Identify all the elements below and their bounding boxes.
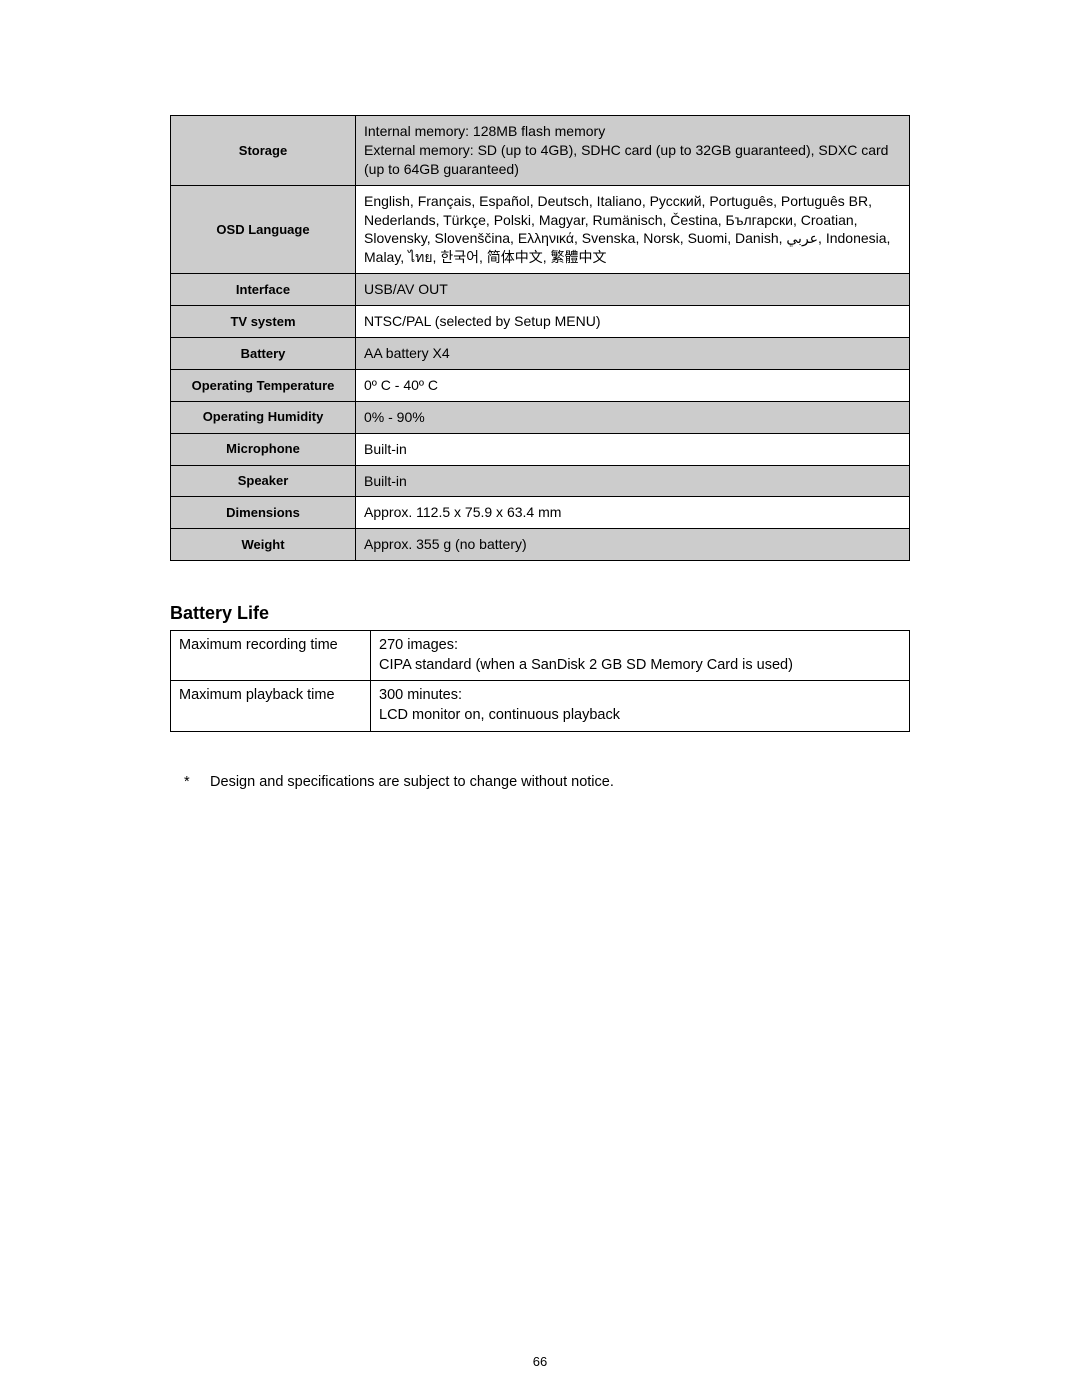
- table-row: Operating Humidity0% - 90%: [171, 401, 910, 433]
- table-row: TV systemNTSC/PAL (selected by Setup MEN…: [171, 306, 910, 338]
- spec-label: TV system: [171, 306, 356, 338]
- spec-label: Speaker: [171, 465, 356, 497]
- table-row: MicrophoneBuilt-in: [171, 433, 910, 465]
- table-row: SpeakerBuilt-in: [171, 465, 910, 497]
- table-row: DimensionsApprox. 112.5 x 75.9 x 63.4 mm: [171, 497, 910, 529]
- spec-value: USB/AV OUT: [356, 274, 910, 306]
- table-row: OSD LanguageEnglish, Français, Español, …: [171, 185, 910, 274]
- spec-value: Approx. 355 g (no battery): [356, 529, 910, 561]
- table-row: BatteryAA battery X4: [171, 338, 910, 370]
- spec-value: AA battery X4: [356, 338, 910, 370]
- battery-label: Maximum recording time: [171, 631, 371, 681]
- battery-value: 300 minutes:LCD monitor on, continuous p…: [371, 681, 910, 731]
- spec-value: English, Français, Español, Deutsch, Ita…: [356, 185, 910, 274]
- footnote-text: Design and specifications are subject to…: [210, 774, 614, 790]
- footnote: * Design and specifications are subject …: [170, 774, 910, 790]
- table-row: Operating Temperature0º C - 40º C: [171, 369, 910, 401]
- page: StorageInternal memory: 128MB flash memo…: [0, 0, 1080, 1397]
- spec-label: OSD Language: [171, 185, 356, 274]
- spec-label: Dimensions: [171, 497, 356, 529]
- spec-value: 0º C - 40º C: [356, 369, 910, 401]
- spec-label: Weight: [171, 529, 356, 561]
- spec-label: Operating Temperature: [171, 369, 356, 401]
- spec-label: Operating Humidity: [171, 401, 356, 433]
- spec-table-body: StorageInternal memory: 128MB flash memo…: [171, 116, 910, 561]
- battery-table: Maximum recording time270 images:CIPA st…: [170, 630, 910, 731]
- table-row: WeightApprox. 355 g (no battery): [171, 529, 910, 561]
- spec-label: Storage: [171, 116, 356, 186]
- spec-value: 0% - 90%: [356, 401, 910, 433]
- page-number: 66: [0, 1354, 1080, 1369]
- battery-table-body: Maximum recording time270 images:CIPA st…: [171, 631, 910, 731]
- spec-value: Built-in: [356, 433, 910, 465]
- table-row: Maximum playback time300 minutes:LCD mon…: [171, 681, 910, 731]
- spec-label: Microphone: [171, 433, 356, 465]
- table-row: Maximum recording time270 images:CIPA st…: [171, 631, 910, 681]
- spec-label: Battery: [171, 338, 356, 370]
- footnote-asterisk: *: [184, 774, 206, 790]
- spec-value: Internal memory: 128MB flash memoryExter…: [356, 116, 910, 186]
- battery-value: 270 images:CIPA standard (when a SanDisk…: [371, 631, 910, 681]
- spec-label: Interface: [171, 274, 356, 306]
- battery-life-heading: Battery Life: [170, 603, 910, 624]
- table-row: InterfaceUSB/AV OUT: [171, 274, 910, 306]
- spec-value: Built-in: [356, 465, 910, 497]
- battery-label: Maximum playback time: [171, 681, 371, 731]
- table-row: StorageInternal memory: 128MB flash memo…: [171, 116, 910, 186]
- spec-value: Approx. 112.5 x 75.9 x 63.4 mm: [356, 497, 910, 529]
- spec-table: StorageInternal memory: 128MB flash memo…: [170, 115, 910, 561]
- spec-value: NTSC/PAL (selected by Setup MENU): [356, 306, 910, 338]
